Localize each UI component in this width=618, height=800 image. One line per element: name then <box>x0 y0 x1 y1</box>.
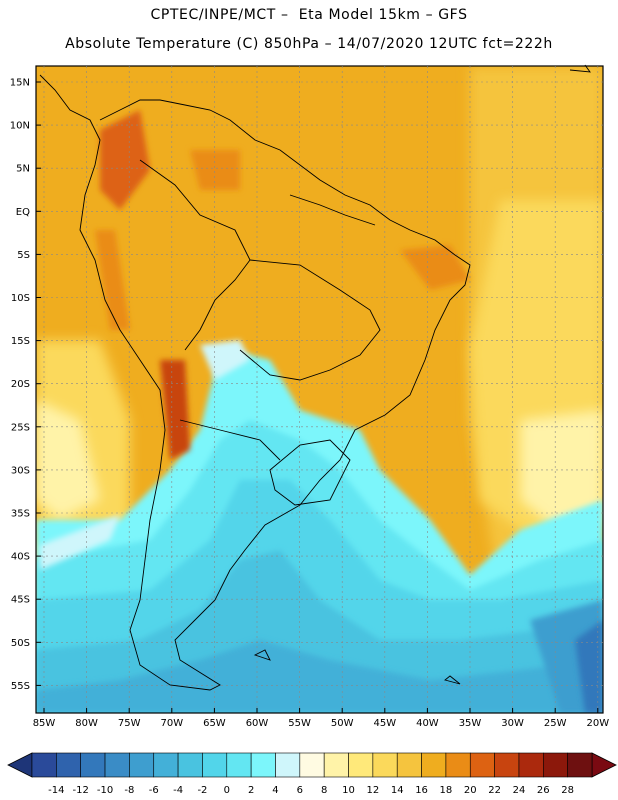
colorbar-cell <box>543 752 568 778</box>
lon-label: 30W <box>501 718 524 729</box>
lat-label: 20S <box>11 379 30 390</box>
lon-label: 75W <box>118 718 141 729</box>
colorbar-cell <box>31 752 57 778</box>
colorbar-label: 20 <box>464 785 477 796</box>
colorbar-cell <box>518 752 544 778</box>
lat-label: 15N <box>10 78 30 89</box>
colorbar-under-arrow <box>7 752 33 778</box>
colorbar-label: -8 <box>124 785 134 796</box>
longitude-labels: 85W 80W 75W 70W 65W 60W 55W 50W 45W 40W 35W 30W 25W 2… <box>33 718 610 729</box>
coastlines <box>39 64 591 691</box>
colorbar-cell <box>153 752 179 778</box>
lat-label: 10S <box>11 293 30 304</box>
colorbar-cell <box>226 752 252 778</box>
colorbar-cell <box>56 752 81 778</box>
lat-label: 50S <box>11 638 30 649</box>
lon-label: 20W <box>586 718 609 729</box>
colorbar-label: 4 <box>272 785 278 796</box>
lon-label: 55W <box>288 718 311 729</box>
colorbar-label: 6 <box>297 785 303 796</box>
lat-label: EQ <box>16 207 30 218</box>
lat-label: 10N <box>10 121 30 132</box>
lon-label: 65W <box>203 718 226 729</box>
gridlines <box>36 66 603 713</box>
map-title-line-2: Absolute Temperature (C) 850hPa – 14/07/… <box>65 36 553 52</box>
lon-label: 35W <box>459 718 482 729</box>
colorbar-label: 2 <box>248 785 254 796</box>
colorbar-label: 12 <box>367 785 380 796</box>
colorbar-cell <box>275 752 301 778</box>
colorbar-label: 0 <box>224 785 230 796</box>
colorbar-cell <box>129 752 155 778</box>
lat-label: 30S <box>11 465 30 476</box>
colorbar-cell <box>567 752 593 778</box>
lat-label: 5S <box>17 250 30 261</box>
lat-label: 35S <box>11 509 30 520</box>
colorbar-label: 26 <box>537 785 550 796</box>
colorbar-over-arrow <box>591 752 617 778</box>
lon-label: 85W <box>33 718 56 729</box>
lon-label: 70W <box>160 718 183 729</box>
colorbar-cell <box>104 752 130 778</box>
colorbar-label: -4 <box>173 785 183 796</box>
map-frame <box>35 65 604 714</box>
colorbar-label: 22 <box>488 785 501 796</box>
colorbar-label: -12 <box>73 785 89 796</box>
colorbar-cell <box>323 752 349 778</box>
colorbar-cell <box>177 752 203 778</box>
colorbar-cell <box>421 752 447 778</box>
colorbar-cell <box>469 752 495 778</box>
colorbar-label: 8 <box>321 785 327 796</box>
colorbar-cell <box>372 752 398 778</box>
colorbar-label: 18 <box>440 785 453 796</box>
colorbar-cell <box>202 752 228 778</box>
colorbar-label: 24 <box>513 785 526 796</box>
lat-label: 40S <box>11 552 30 563</box>
colorbar-label: 10 <box>342 785 355 796</box>
map-title-line-1: CPTEC/INPE/MCT – Eta Model 15km – GFS <box>150 7 468 23</box>
colorbar-cell <box>80 752 106 778</box>
lat-label: 45S <box>11 595 30 606</box>
colorbar-label: -6 <box>149 785 159 796</box>
colorbar-cell <box>348 752 374 778</box>
colorbar-label: 16 <box>415 785 428 796</box>
colorbar: -14 -12 -10 -8 -6 -4 -2 0 2 4 6 8 10 12 14 16 18 20 22 24 26… <box>7 752 617 796</box>
colorbar-cell <box>396 752 422 778</box>
lon-label: 25W <box>544 718 567 729</box>
colorbar-label: -2 <box>197 785 207 796</box>
colorbar-cell <box>494 752 520 778</box>
lon-label: 45W <box>373 718 396 729</box>
lon-label: 80W <box>75 718 98 729</box>
lat-label: 5N <box>16 164 30 175</box>
lon-label: 50W <box>331 718 354 729</box>
colorbar-label: 28 <box>561 785 574 796</box>
colorbar-label: -14 <box>48 785 64 796</box>
lon-label: 40W <box>416 718 439 729</box>
temperature-map: 15N 10N 5N EQ 5S 10S 15S 20S 25S 30S 35S 40S 45S 50S 5… <box>10 64 610 729</box>
lat-label: 15S <box>11 336 30 347</box>
lon-label: 60W <box>246 718 269 729</box>
lat-label: 25S <box>11 422 30 433</box>
colorbar-cell <box>250 752 276 778</box>
colorbar-label: -10 <box>97 785 113 796</box>
colorbar-cell <box>299 752 325 778</box>
lat-label: 55S <box>11 681 30 692</box>
colorbar-cell <box>445 752 471 778</box>
temperature-field <box>36 66 603 713</box>
latitude-labels: 15N 10N 5N EQ 5S 10S 15S 20S 25S 30S 35S 40S 45S 50S 5… <box>10 78 30 692</box>
colorbar-label: 14 <box>391 785 404 796</box>
